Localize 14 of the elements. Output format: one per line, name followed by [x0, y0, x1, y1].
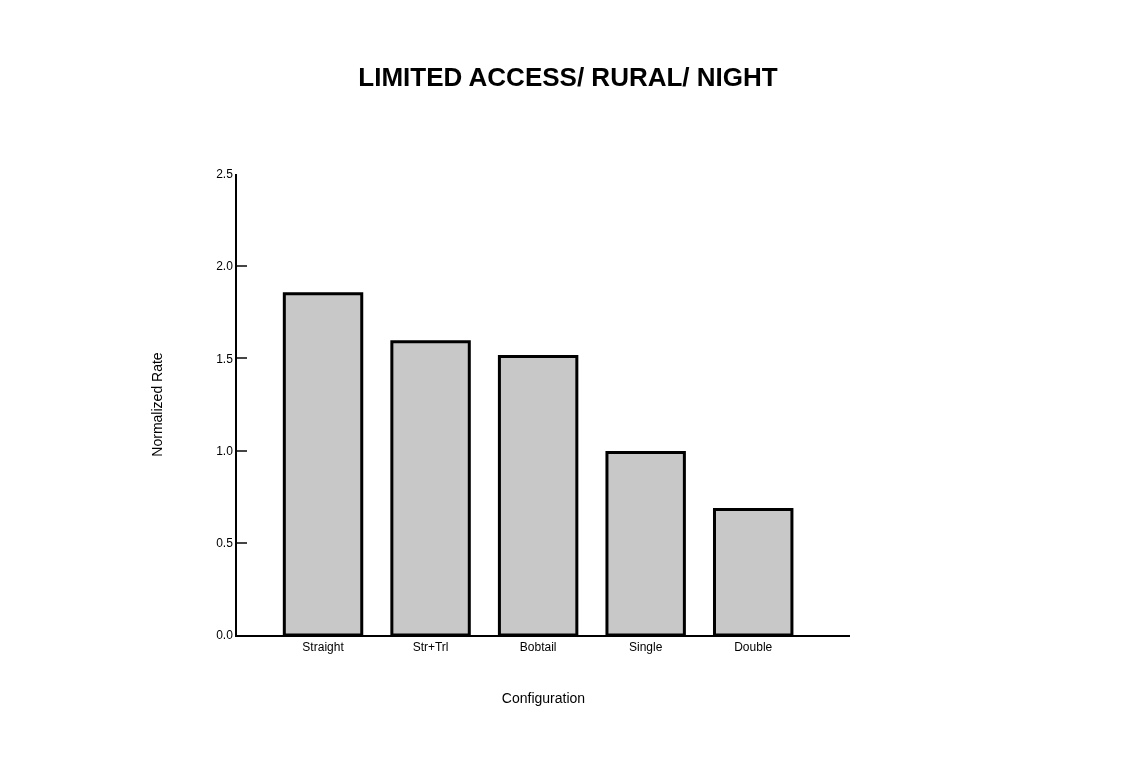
- x-axis-title: Configuration: [501, 689, 586, 706]
- x-tick-label: Double: [734, 640, 773, 655]
- y-tick-label: 0.5: [216, 536, 234, 550]
- x-tick-label: Straight: [302, 640, 345, 655]
- y-tick-label: 0.0: [216, 628, 234, 643]
- y-tick-label: 1.5: [216, 351, 234, 366]
- x-tick-label: Str+Trl: [412, 640, 449, 655]
- x-tick-label: Single: [628, 640, 663, 655]
- y-axis-title: Normalized Rate: [149, 352, 166, 457]
- x-tick-label: Bobtail: [519, 640, 557, 655]
- chart-title: LIMITED ACCESS/ RURAL/ NIGHT: [358, 62, 778, 93]
- y-tick-label: 2.0: [216, 259, 234, 274]
- y-tick-label: 1.0: [216, 443, 234, 458]
- y-tick-label: 2.5: [216, 167, 234, 182]
